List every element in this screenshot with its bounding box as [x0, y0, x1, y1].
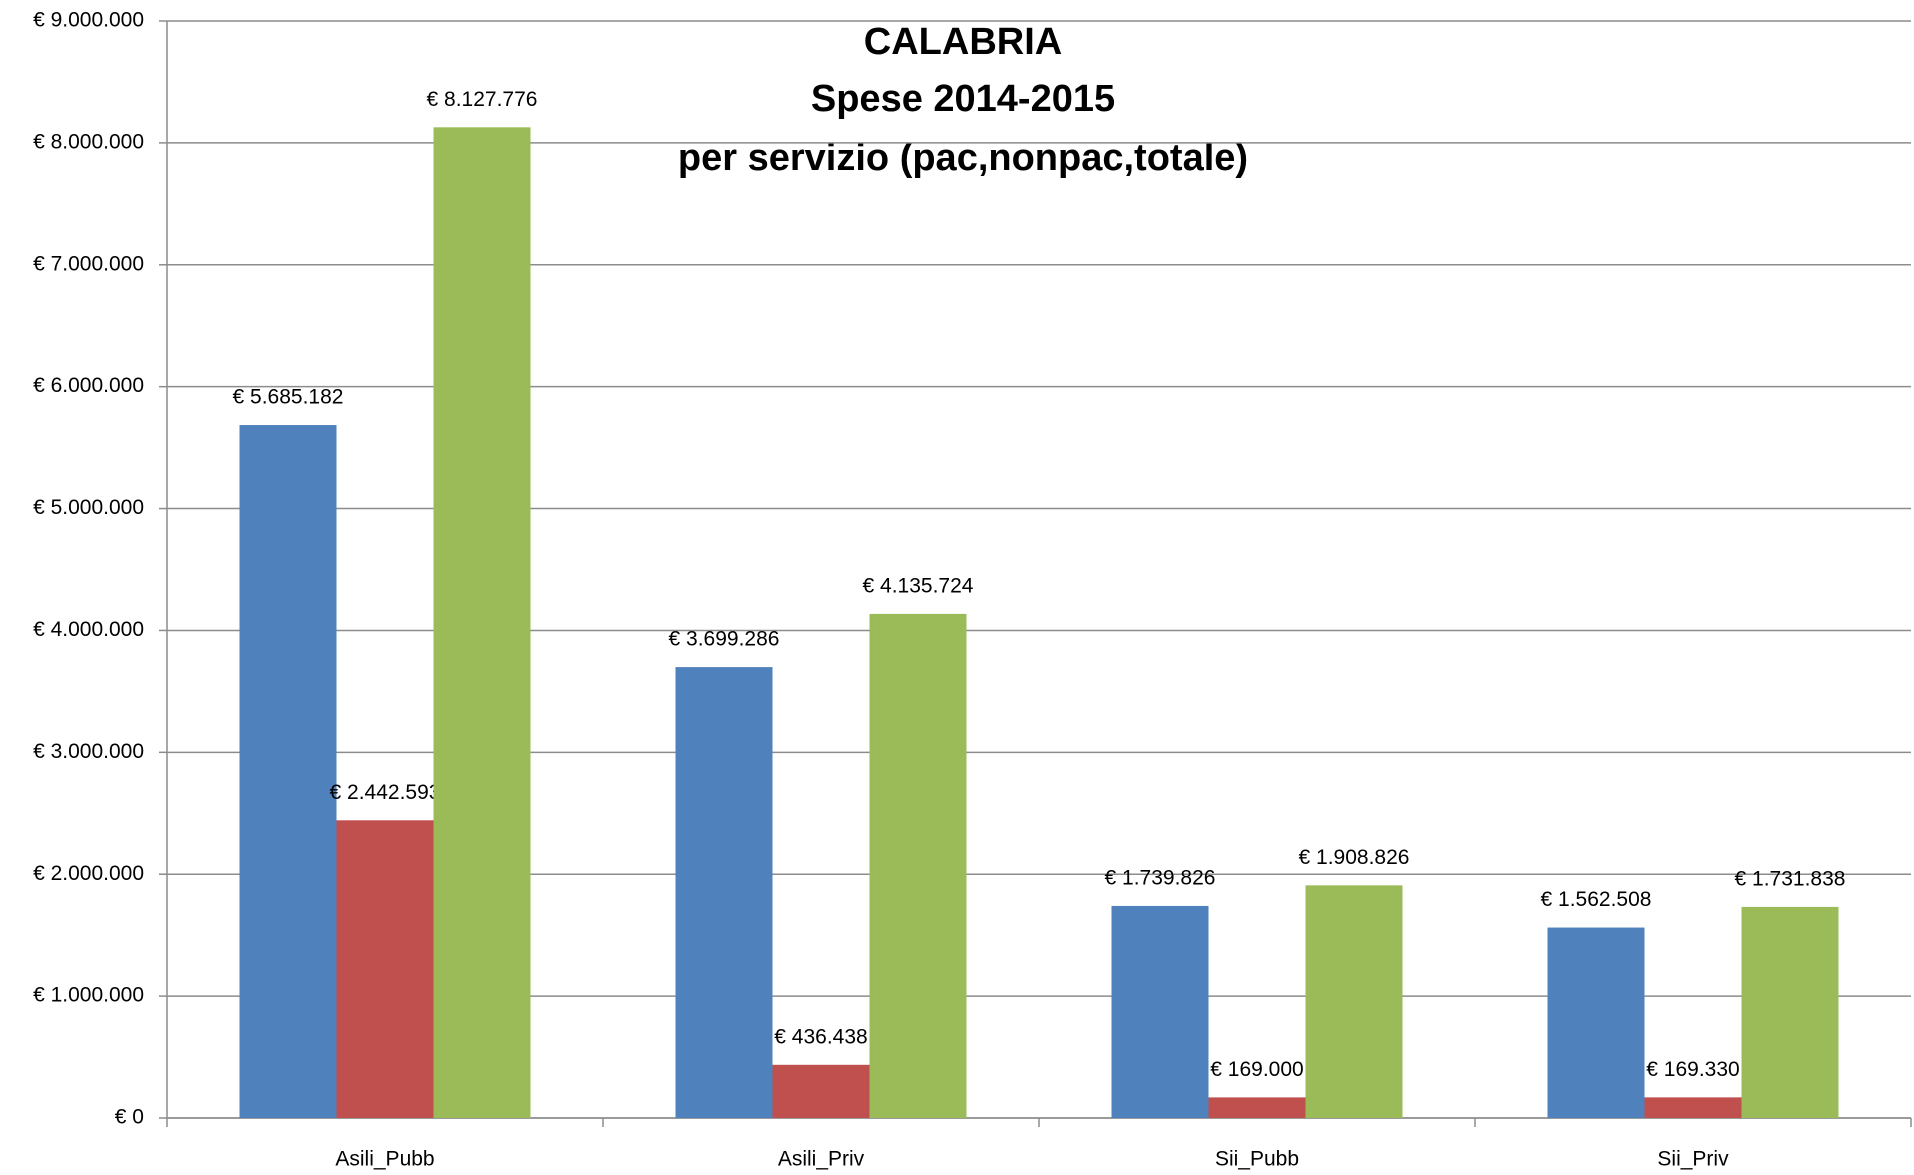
x-tick-label: Asili_Priv: [778, 1148, 865, 1171]
data-label: € 436.438: [774, 1025, 867, 1048]
chart-title: CALABRIA: [864, 21, 1062, 63]
data-label: € 1.908.826: [1299, 846, 1410, 869]
bar: [433, 127, 531, 1119]
bar: [869, 613, 967, 1118]
bar: [239, 425, 337, 1118]
bar: [675, 667, 773, 1118]
data-label: € 1.731.838: [1735, 867, 1846, 890]
data-label: € 8.127.776: [427, 88, 538, 111]
y-tick-label: € 4.000.000: [33, 618, 144, 641]
bar: [1741, 906, 1839, 1118]
bar: [1111, 905, 1209, 1118]
y-tick-label: € 8.000.000: [33, 130, 144, 153]
data-label: € 169.000: [1210, 1058, 1303, 1081]
y-tick-label: € 2.000.000: [33, 862, 144, 885]
data-label: € 2.442.593: [330, 781, 441, 804]
data-label: € 3.699.286: [669, 628, 780, 651]
chart-title: per servizio (pac,nonpac,totale): [678, 137, 1248, 179]
data-label: € 4.135.724: [863, 574, 974, 597]
y-tick-label: € 0: [115, 1106, 144, 1129]
y-tick-label: € 1.000.000: [33, 984, 144, 1007]
bar: [1547, 927, 1645, 1118]
y-tick-label: € 7.000.000: [33, 252, 144, 275]
x-tick-label: Asili_Pubb: [335, 1148, 434, 1171]
y-tick-label: € 3.000.000: [33, 740, 144, 763]
bar: [1305, 885, 1403, 1118]
y-tick-label: € 5.000.000: [33, 496, 144, 519]
y-tick-label: € 6.000.000: [33, 374, 144, 397]
bar: [336, 820, 434, 1118]
data-label: € 1.739.826: [1105, 866, 1216, 889]
x-tick-label: Sii_Priv: [1657, 1148, 1729, 1171]
bar: [1208, 1097, 1306, 1118]
data-label: € 1.562.508: [1541, 888, 1652, 911]
data-label: € 169.330: [1646, 1058, 1739, 1081]
chart-title: Spese 2014-2015: [811, 78, 1115, 120]
y-tick-label: € 9.000.000: [33, 9, 144, 32]
data-label: € 5.685.182: [233, 386, 344, 409]
bar: [1644, 1097, 1742, 1118]
x-tick-label: Sii_Pubb: [1215, 1148, 1299, 1171]
bar: [772, 1064, 870, 1118]
